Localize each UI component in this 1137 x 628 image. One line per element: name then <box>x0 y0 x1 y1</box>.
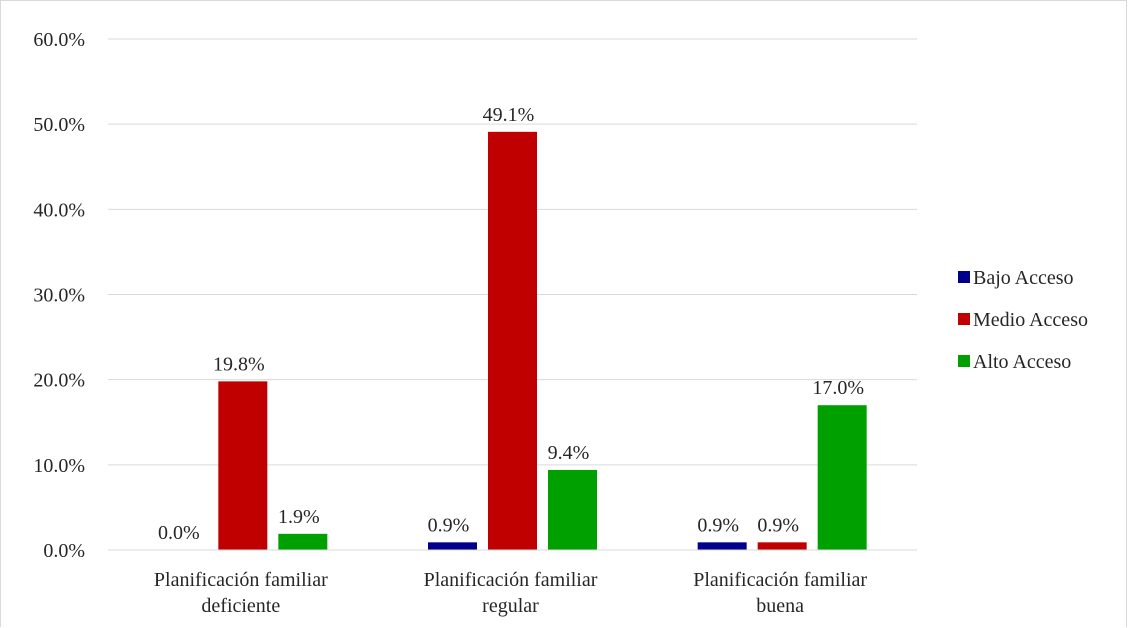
y-tick-label: 50.0% <box>33 114 85 136</box>
y-tick-label: 10.0% <box>33 455 85 477</box>
data-label: 0.9% <box>428 514 470 536</box>
bar-medio-acceso-2 <box>757 542 807 550</box>
data-label: 19.8% <box>213 353 265 375</box>
data-label: 0.9% <box>697 514 739 536</box>
legend-swatch <box>958 313 970 325</box>
data-label: 17.0% <box>812 377 864 399</box>
legend-entry: Medio Acceso <box>973 309 1088 331</box>
y-tick-label: 20.0% <box>33 370 85 392</box>
bar-medio-acceso-0 <box>218 381 268 550</box>
y-tick-label: 0.0% <box>43 540 85 562</box>
y-tick-label: 30.0% <box>33 285 85 307</box>
bar-bajo-acceso-2 <box>697 542 747 550</box>
legend-swatch <box>958 271 970 283</box>
data-label: 9.4% <box>548 442 590 464</box>
bar-bajo-acceso-1 <box>428 542 477 550</box>
bar-alto-acceso-1 <box>548 469 597 550</box>
data-label: 0.9% <box>757 514 799 536</box>
x-category-label: Planificación familiar <box>424 569 598 591</box>
legend-swatch <box>958 355 970 367</box>
x-category-label: deficiente <box>201 595 280 617</box>
y-tick-label: 40.0% <box>33 199 85 221</box>
legend-entry: Bajo Acceso <box>973 267 1074 289</box>
bar-medio-acceso-1 <box>488 131 537 550</box>
legend-entry: Alto Acceso <box>973 351 1071 373</box>
x-category-label: buena <box>756 595 804 617</box>
bar-alto-acceso-0 <box>278 533 328 550</box>
bar-alto-acceso-2 <box>817 405 867 550</box>
x-category-label: Planificación familiar <box>693 569 867 591</box>
x-category-label: Planificación familiar <box>154 569 328 591</box>
x-category-label: regular <box>482 595 539 617</box>
data-label: 1.9% <box>278 506 320 528</box>
data-label: 0.0% <box>158 522 200 544</box>
y-tick-label: 60.0% <box>33 29 85 51</box>
data-label: 49.1% <box>483 104 535 126</box>
